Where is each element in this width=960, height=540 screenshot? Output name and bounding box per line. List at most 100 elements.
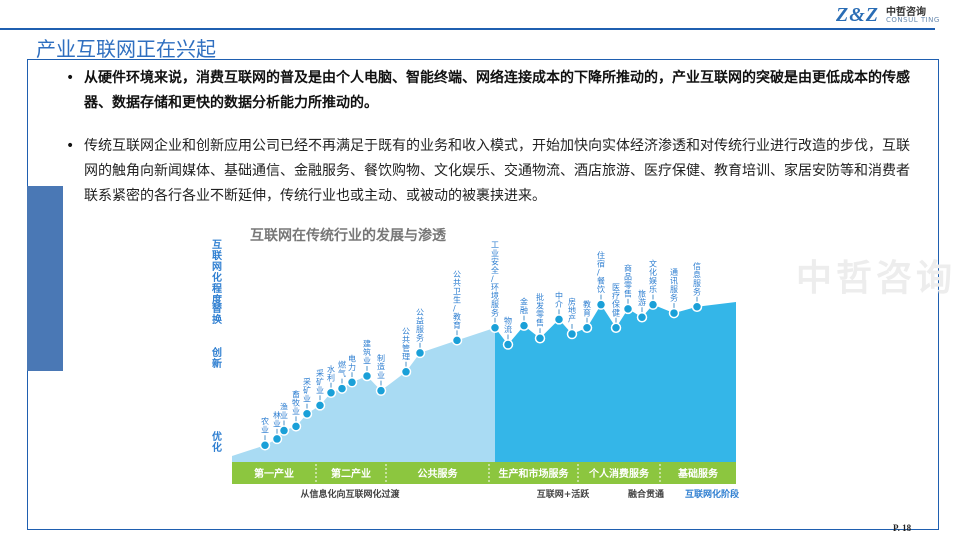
svg-text:通: 通 [670,267,678,277]
svg-text:售: 售 [624,288,632,298]
svg-text:度: 度 [212,293,223,306]
svg-text:第二产业: 第二产业 [331,467,371,480]
svg-text:服: 服 [670,285,678,294]
svg-text:业: 业 [280,410,288,420]
svg-text:介: 介 [555,300,563,309]
svg-text:管: 管 [402,343,410,353]
svg-text:益: 益 [416,315,424,325]
svg-text:共: 共 [453,278,461,287]
data-point: 医疗保健 [610,283,622,334]
watermark-text: 中哲咨询 [796,258,957,299]
svg-text:疗: 疗 [612,290,620,300]
svg-text:游: 游 [638,297,646,307]
stage-label-2: 融合贯通 [628,488,664,500]
svg-text:建: 建 [363,339,371,349]
svg-text:/: / [597,268,600,277]
svg-text:理: 理 [402,352,410,361]
svg-text:联: 联 [212,249,222,262]
svg-text:生产和市场服务: 生产和市场服务 [499,467,570,480]
svg-text:育: 育 [453,320,461,330]
svg-text:务: 务 [416,332,424,342]
bullet-text-1: 从硬件环境来说，消费互联网的普及是由个人电脑、智能终端、网络连接成本的下降所推动… [84,70,910,111]
data-point: 水利 [325,364,337,399]
sector-2: 公共服务 [385,464,458,482]
svg-text:第一产业: 第一产业 [254,467,294,480]
svg-text:基础服务: 基础服务 [677,467,719,480]
svg-text:公: 公 [453,270,461,279]
svg-text:农: 农 [261,416,269,426]
svg-text:造: 造 [377,362,385,372]
svg-text:业: 业 [316,385,324,395]
data-point: 畜牧业 [290,389,302,432]
svg-text:林: 林 [273,410,281,420]
svg-text:力: 力 [348,362,356,372]
svg-text:公: 公 [402,327,410,336]
svg-text:化: 化 [212,441,222,454]
svg-text:零: 零 [536,310,544,319]
svg-text:化: 化 [649,267,657,277]
svg-text:服: 服 [693,279,701,288]
svg-text:全: 全 [491,265,499,275]
svg-text:服: 服 [416,325,424,334]
data-point: 渔业 [278,402,290,436]
data-point: 农业 [259,416,271,451]
y-level-0: 替换 [212,302,223,326]
svg-text:境: 境 [491,290,499,300]
svg-text:采: 采 [316,368,324,378]
svg-text:服: 服 [491,300,499,309]
area-dark [495,302,736,462]
svg-text:教: 教 [583,299,591,309]
svg-text:程: 程 [212,282,222,295]
sector-4: 个人消费服务 [577,464,650,482]
svg-text:息: 息 [693,269,701,279]
svg-text:产: 产 [568,314,576,324]
svg-text:业: 业 [261,425,269,435]
stage-label-1: 互联网+活跃 [537,488,591,500]
svg-text:卫: 卫 [453,287,461,296]
data-point: 电力 [346,353,358,388]
svg-text:业: 业 [292,406,300,416]
svg-text:金: 金 [520,297,528,307]
svg-text:/: / [453,304,456,313]
data-point: 金融 [518,297,530,331]
svg-text:利: 利 [327,372,335,382]
decorative-side-block [27,186,63,371]
svg-text:融: 融 [520,305,528,315]
svg-text:创: 创 [211,346,222,359]
svg-text:安: 安 [491,256,499,266]
svg-text:务: 务 [693,286,701,296]
svg-text:批: 批 [536,292,544,302]
data-point: 教育 [581,299,593,334]
data-point: 物流 [502,316,514,350]
svg-text:替: 替 [212,302,223,315]
svg-text:育: 育 [583,307,591,317]
company-logo-cn: 中哲咨询 [886,7,926,18]
svg-text:畜: 畜 [292,389,300,399]
svg-text:换: 换 [212,313,223,326]
svg-text:/: / [491,274,494,283]
stage-label-0: 从信息化向互联网化过渡 [300,488,400,500]
sector-band: 第一产业 第二产业 公共服务 生产和市场服务 个人消费服务 基础服务 [232,462,736,484]
bullet-dot-2: • [66,138,75,154]
bullet-dot-1: • [66,70,75,86]
data-point: 采矿业 [314,368,326,411]
sector-0: 第一产业 [254,467,294,480]
svg-text:互: 互 [212,239,222,251]
svg-text:娱: 娱 [649,277,657,286]
sector-5: 基础服务 [659,464,719,482]
svg-text:房: 房 [568,297,576,307]
svg-text:水: 水 [327,364,335,374]
svg-text:环: 环 [491,283,499,292]
svg-text:医: 医 [612,283,620,292]
chart-title: 互联网在传统行业的发展与渗透 [250,227,447,244]
svg-text:气: 气 [338,368,346,378]
slide-title: 产业互联网正在兴起 [36,37,216,61]
svg-text:旅: 旅 [638,288,646,298]
svg-text:共: 共 [402,335,410,344]
